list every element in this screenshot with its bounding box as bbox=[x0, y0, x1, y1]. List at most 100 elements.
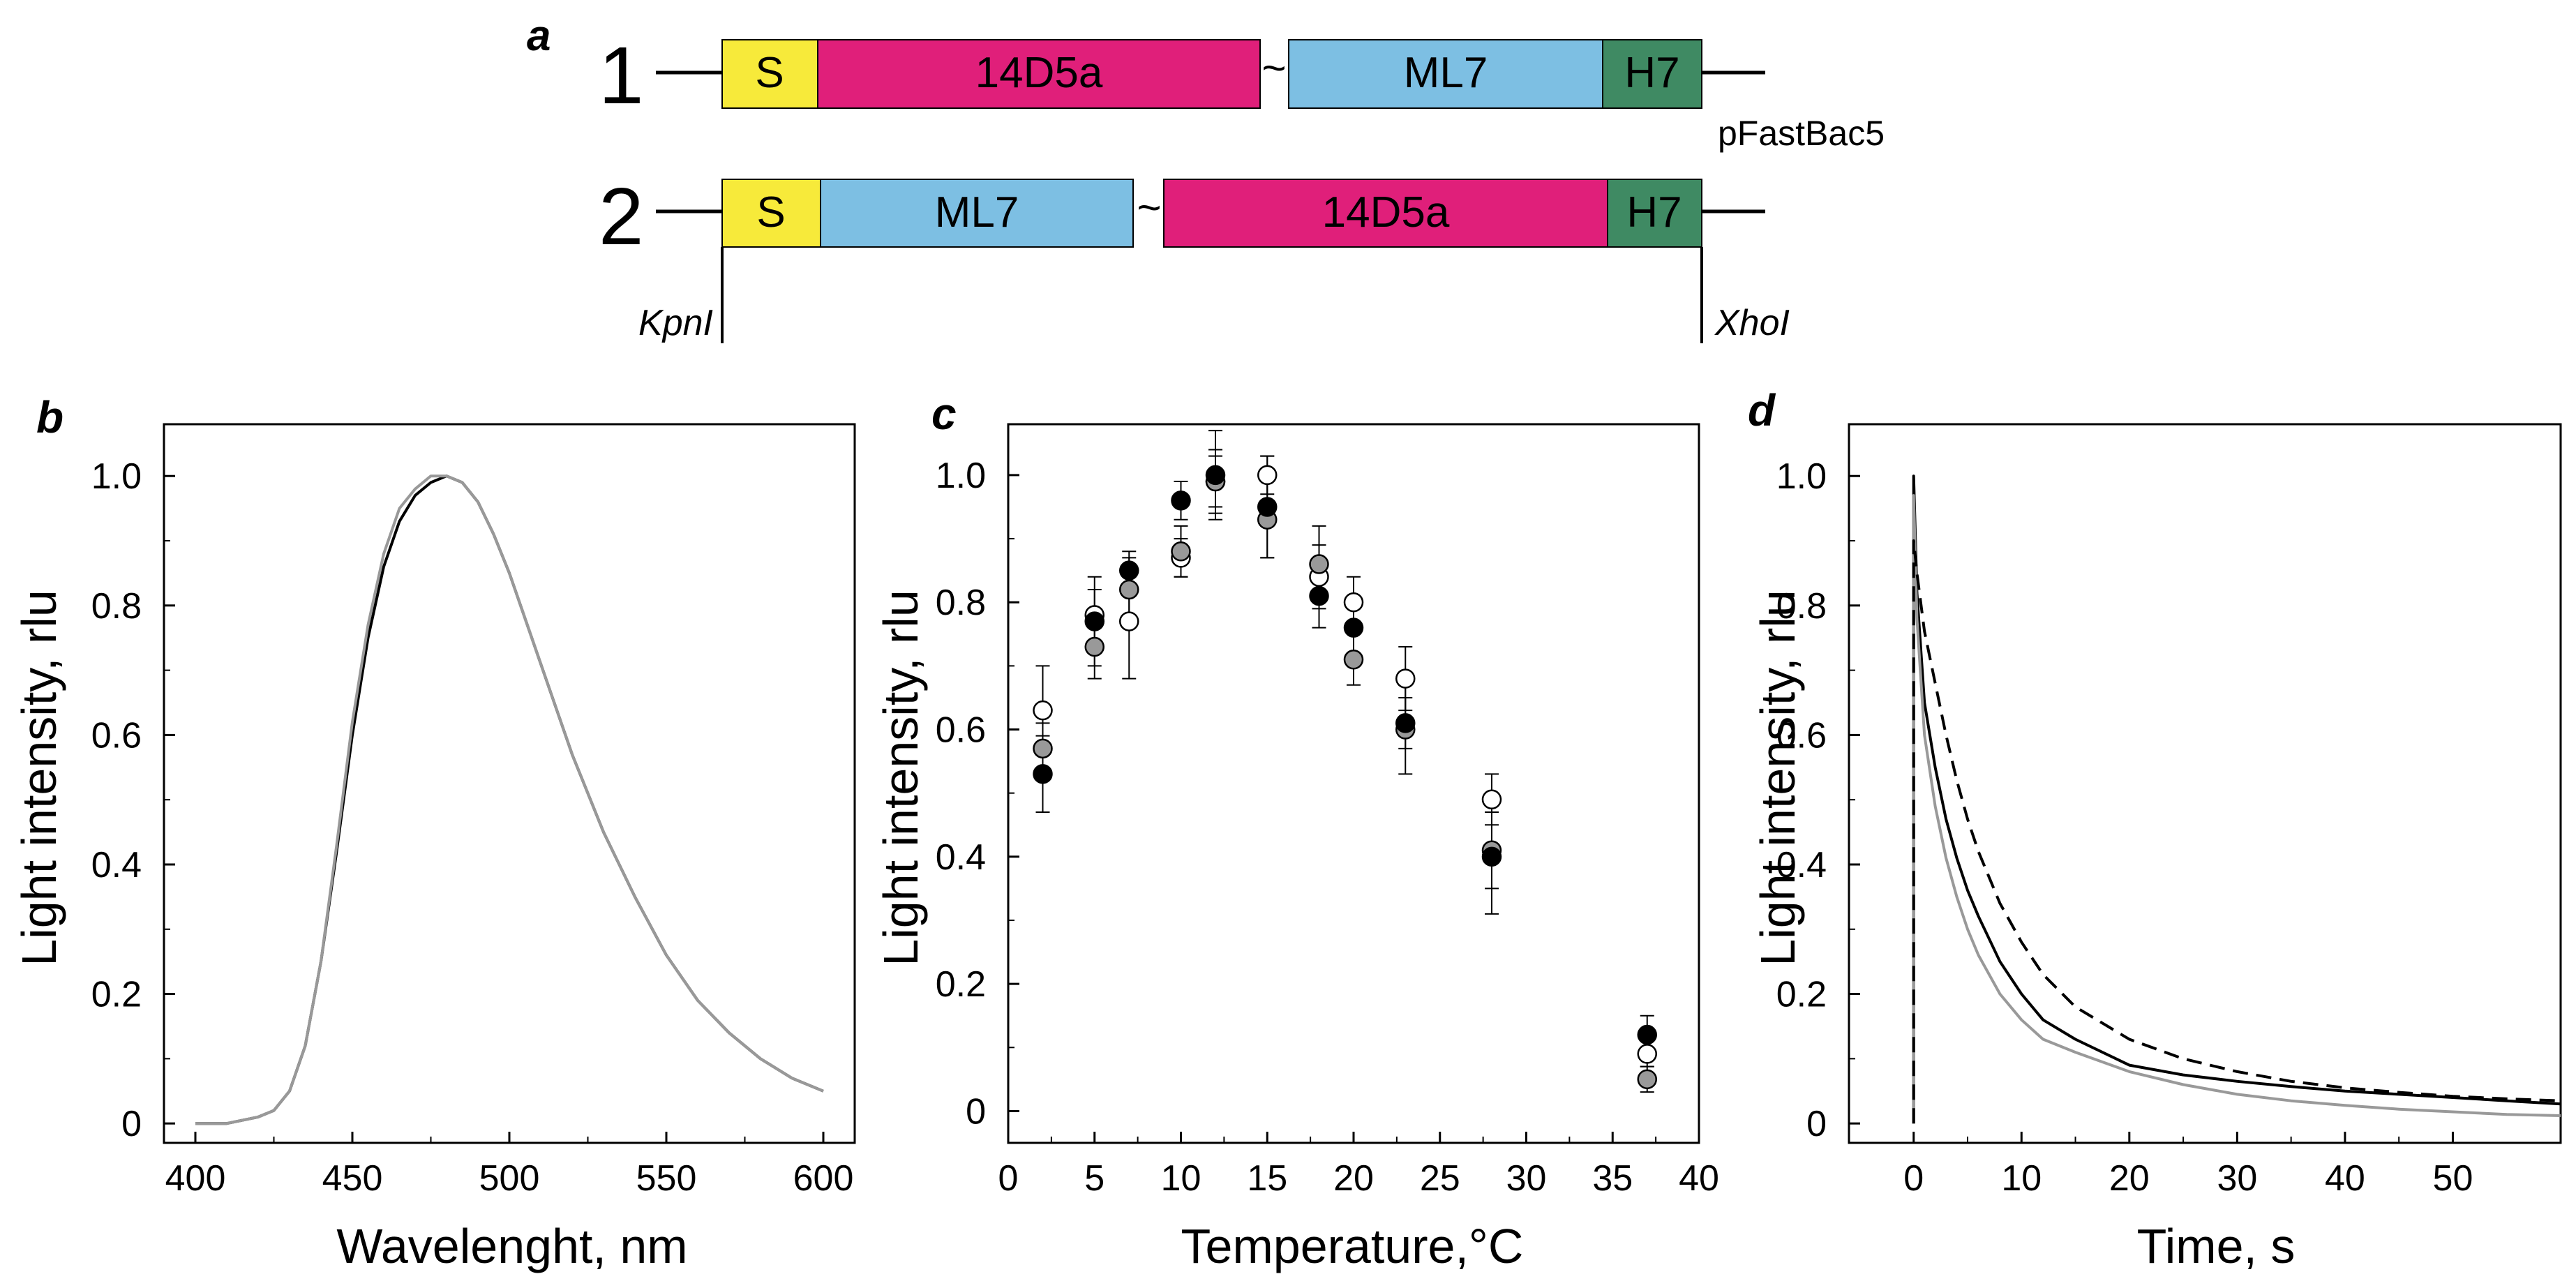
panel-c-ytick-label: 0.4 bbox=[936, 837, 986, 878]
panel-c-point-grey bbox=[1084, 636, 1104, 657]
construct-2-box-14d5a-label: 14D5a bbox=[1322, 188, 1450, 237]
panel-c-point-grey bbox=[1171, 541, 1191, 562]
panel-c-ytick-label: 0.2 bbox=[936, 964, 986, 1005]
panel-c-point-black bbox=[1395, 713, 1416, 733]
panel-a: a 1 S 14D5a ~ ML7 H7 pFastBac5 2 S ML7 ~… bbox=[527, 12, 1885, 343]
panel-c-point-open bbox=[1343, 592, 1364, 613]
construct-1-box-14d5a-label: 14D5a bbox=[975, 49, 1103, 97]
construct-1-linker: ~ bbox=[1261, 45, 1286, 91]
construct-1-box-h7-label: H7 bbox=[1624, 49, 1679, 97]
panel-c-xtick-label: 15 bbox=[1247, 1158, 1287, 1199]
construct-1-box-ml7-label: ML7 bbox=[1404, 49, 1488, 97]
panel-c-point-black bbox=[1637, 1024, 1657, 1045]
panel-b-xtick-label: 600 bbox=[793, 1158, 854, 1199]
panel-d-xtick-label: 0 bbox=[1903, 1158, 1924, 1199]
panel-c-point-open bbox=[1395, 668, 1416, 689]
panel-c-point-open bbox=[1481, 789, 1502, 810]
panel-a-label: a bbox=[527, 12, 551, 60]
panel-c-ytick-label: 1.0 bbox=[936, 456, 986, 496]
panel-c-point-black bbox=[1481, 846, 1502, 867]
panel-d-xtick-label: 20 bbox=[2109, 1158, 2150, 1199]
panel-b-ytick-label: 0.8 bbox=[91, 586, 142, 627]
panel-d-kinetics-chart: d Light intensity, rlu Time, s 0 10 20 30 40… bbox=[1748, 385, 2562, 1273]
panel-c-point-black bbox=[1033, 764, 1053, 784]
panel-d-series-2-line bbox=[1912, 494, 2561, 1124]
panel-c-ytick-label: 0.6 bbox=[936, 710, 986, 751]
construct-2-linker: ~ bbox=[1137, 184, 1161, 231]
vector-label: pFastBac5 bbox=[1718, 114, 1885, 153]
panel-c-xtick-label: 25 bbox=[1420, 1158, 1460, 1199]
panel-c-ytick-label: 0.8 bbox=[936, 583, 986, 623]
panel-c-point-grey bbox=[1033, 738, 1053, 759]
panel-d-ytick-label: 0.2 bbox=[1776, 975, 1827, 1015]
panel-b-ytick-label: 0 bbox=[121, 1104, 142, 1144]
panel-c-point-black bbox=[1257, 497, 1278, 517]
panel-c-xlabel: Temperature,°C bbox=[1181, 1219, 1524, 1273]
xhoi-label: XhoI bbox=[1714, 303, 1790, 343]
panel-b-ytick-label: 0.6 bbox=[91, 715, 142, 756]
panel-d-series-1-line bbox=[1912, 474, 2561, 1124]
panel-d-ylabel: Light intensity, rlu bbox=[1751, 590, 1805, 966]
panel-c-point-black bbox=[1084, 611, 1104, 631]
panel-c-point-grey bbox=[1119, 579, 1139, 600]
panel-c-point-black bbox=[1343, 617, 1364, 638]
panel-b-xtick-label: 450 bbox=[322, 1158, 383, 1199]
panel-b-plot-frame bbox=[163, 423, 856, 1144]
panel-c-xtick-label: 35 bbox=[1592, 1158, 1633, 1199]
panel-b-ylabel: Light intensity, rlu bbox=[12, 590, 66, 966]
panel-c-point-grey bbox=[1343, 650, 1364, 670]
panel-d-xlabel: Time, s bbox=[2137, 1219, 2296, 1273]
panel-d-ytick-label: 1.0 bbox=[1776, 456, 1827, 497]
construct-1-box-ml7 bbox=[1288, 39, 1603, 109]
panel-d-xtick-label: 10 bbox=[2001, 1158, 2042, 1199]
panel-c-xtick-label: 5 bbox=[1084, 1158, 1104, 1199]
construct-1-box-s-label: S bbox=[755, 49, 784, 97]
panel-c-point-black bbox=[1171, 491, 1191, 511]
construct-2-box-14d5a bbox=[1163, 179, 1608, 248]
panel-c-xtick-label: 10 bbox=[1161, 1158, 1201, 1199]
construct-2-number: 2 bbox=[599, 171, 644, 262]
construct-2-box-ml7 bbox=[820, 179, 1134, 248]
panel-d-ytick-label: 0.4 bbox=[1776, 845, 1827, 885]
panel-c-point-grey bbox=[1309, 554, 1329, 574]
panel-c-point-black bbox=[1309, 585, 1329, 606]
panel-d-plot-frame bbox=[1848, 423, 2562, 1144]
panel-b-ytick-label: 0.4 bbox=[91, 845, 142, 885]
panel-c-point-open bbox=[1033, 700, 1053, 721]
panel-c-ylabel: Light intensity, rlu bbox=[874, 590, 928, 966]
panel-d-xtick-label: 30 bbox=[2217, 1158, 2257, 1199]
panel-d-ytick-label: 0 bbox=[1806, 1104, 1827, 1144]
panel-b-xtick-label: 400 bbox=[165, 1158, 226, 1199]
panel-d-series-3-line bbox=[1912, 539, 2561, 1124]
construct-1-number: 1 bbox=[599, 30, 644, 121]
panel-c-ytick-label: 0 bbox=[966, 1091, 986, 1132]
construct-2-box-s bbox=[721, 179, 821, 248]
construct-1-box-14d5a bbox=[817, 39, 1261, 109]
panel-b-xlabel: Wavelenght, nm bbox=[336, 1219, 687, 1273]
panel-b-xtick-label: 550 bbox=[636, 1158, 697, 1199]
panel-c-point-black bbox=[1119, 560, 1139, 581]
construct-2-box-h7-label: H7 bbox=[1626, 188, 1682, 237]
panel-b-series-2-line bbox=[195, 474, 824, 1125]
kpni-label: KpnI bbox=[638, 303, 713, 343]
panel-c-point-open bbox=[1257, 465, 1278, 486]
panel-d-ytick-label: 0.8 bbox=[1776, 586, 1827, 627]
construct-2-box-ml7-label: ML7 bbox=[935, 188, 1019, 237]
construct-2-box-s-label: S bbox=[756, 188, 785, 237]
panel-b-ytick-label: 1.0 bbox=[91, 456, 142, 497]
panel-b-spectrum-chart: b Light intensity, rlu Wavelenght, nm 40… bbox=[12, 392, 856, 1273]
panel-d-label: d bbox=[1748, 385, 1776, 435]
panel-b-label: b bbox=[36, 392, 63, 442]
panel-b-xtick-label: 500 bbox=[479, 1158, 540, 1199]
panel-d-xtick-label: 40 bbox=[2325, 1158, 2365, 1199]
panel-c-xtick-label: 40 bbox=[1679, 1158, 1719, 1199]
panel-c-xtick-label: 30 bbox=[1506, 1158, 1547, 1199]
panel-c-point-grey bbox=[1637, 1069, 1657, 1090]
panel-d-ytick-label: 0.6 bbox=[1776, 715, 1827, 756]
panel-b-ytick-label: 0.2 bbox=[91, 975, 142, 1015]
panel-c-xtick-label: 20 bbox=[1333, 1158, 1374, 1199]
panel-c-temperature-chart: c Light intensity, rlu Temperature,°C 0 5… bbox=[874, 389, 1719, 1273]
panel-c-plot-frame bbox=[1007, 423, 1700, 1144]
panel-c-point-open bbox=[1637, 1044, 1657, 1064]
